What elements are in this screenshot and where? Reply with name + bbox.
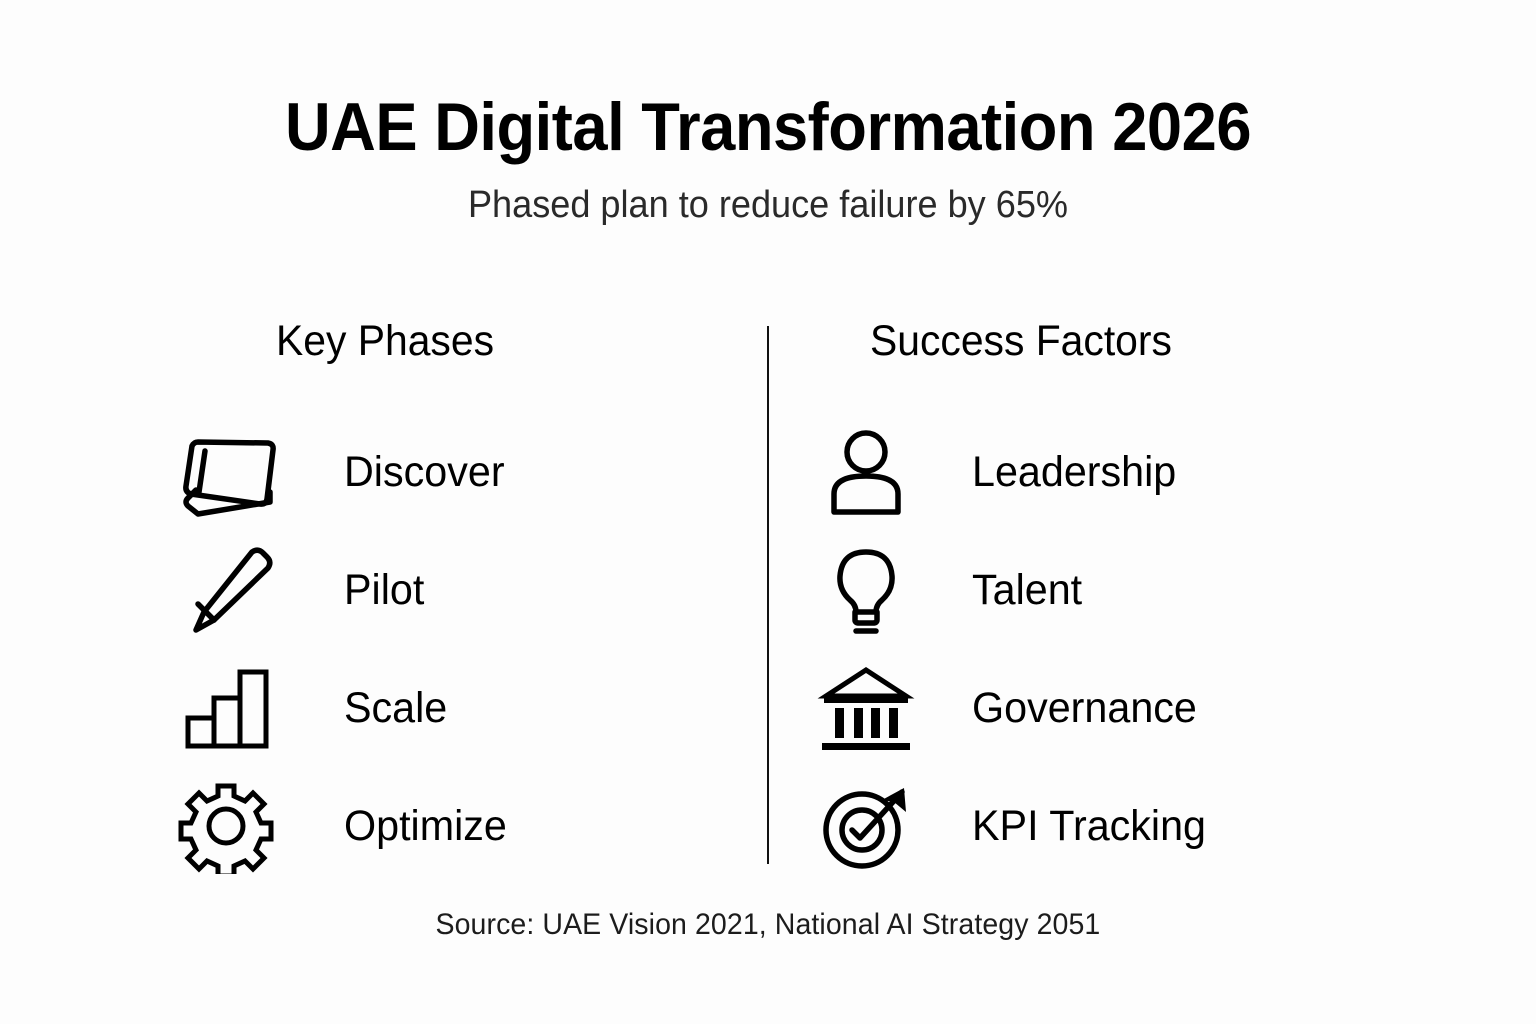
list-item-label: Scale xyxy=(344,683,448,732)
header: UAE Digital Transformation 2026 Phased p… xyxy=(0,89,1536,227)
list-item-label: Optimize xyxy=(344,801,507,850)
success-factors-list: Leadership Talent xyxy=(800,413,1400,885)
column-key-phases: Key Phases Discover xyxy=(160,317,760,885)
columns-section: Key Phases Discover xyxy=(0,317,1536,878)
gear-icon xyxy=(160,776,292,876)
page-subtitle: Phased plan to reduce failure by 65% xyxy=(467,184,1069,227)
list-item-discover[interactable]: Discover xyxy=(160,413,760,531)
list-item-governance[interactable]: Governance xyxy=(800,649,1400,767)
list-item-label: Discover xyxy=(344,447,505,496)
list-item-kpi-tracking[interactable]: KPI Tracking xyxy=(800,767,1400,885)
key-phases-list: Discover Pilot xyxy=(160,413,760,885)
source-text: Source: UAE Vision 2021, National AI Str… xyxy=(435,908,1101,941)
person-icon xyxy=(800,422,932,522)
list-item-optimize[interactable]: Optimize xyxy=(160,767,760,885)
page-title: UAE Digital Transformation 2026 xyxy=(284,89,1252,165)
target-arrow-icon xyxy=(800,776,932,876)
pencil-icon xyxy=(160,540,292,640)
source-note: Source: UAE Vision 2021, National AI Str… xyxy=(0,908,1536,942)
list-item-talent[interactable]: Talent xyxy=(800,531,1400,649)
column-heading-success-factors: Success Factors xyxy=(870,317,1172,365)
list-item-label: Leadership xyxy=(972,447,1177,496)
column-divider xyxy=(767,326,769,864)
bank-building-icon xyxy=(800,658,932,758)
bar-chart-icon xyxy=(160,658,292,758)
list-item-leadership[interactable]: Leadership xyxy=(800,413,1400,531)
list-item-label: KPI Tracking xyxy=(972,801,1207,850)
column-heading-key-phases: Key Phases xyxy=(276,317,494,365)
list-item-label: Talent xyxy=(972,565,1083,614)
list-item-label: Governance xyxy=(972,683,1197,732)
list-item-pilot[interactable]: Pilot xyxy=(160,531,760,649)
list-item-scale[interactable]: Scale xyxy=(160,649,760,767)
book-icon xyxy=(160,422,292,522)
column-success-factors: Success Factors Leadership xyxy=(800,317,1400,885)
list-item-label: Pilot xyxy=(344,565,425,614)
lightbulb-icon xyxy=(800,540,932,640)
